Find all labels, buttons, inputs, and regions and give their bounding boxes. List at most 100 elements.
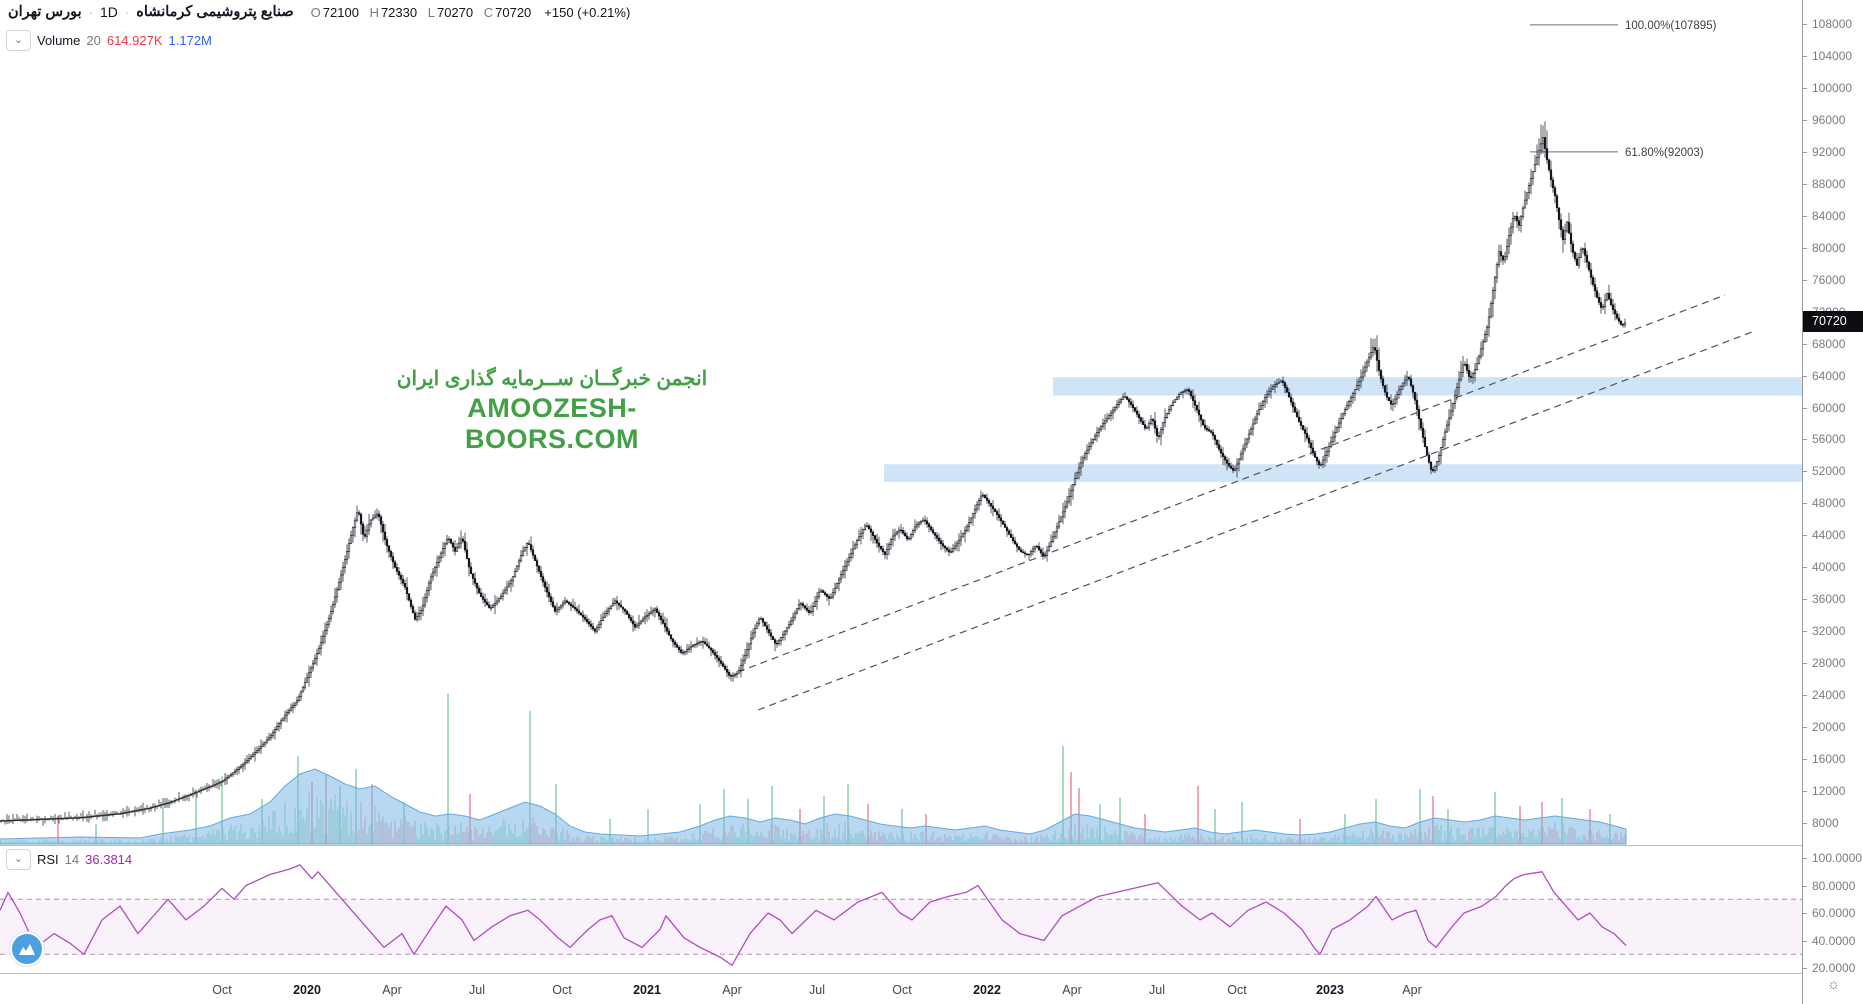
candle-body: [751, 632, 755, 639]
time-axis-month-label[interactable]: Oct: [1227, 983, 1247, 997]
trendline-dashed[interactable]: [737, 294, 1726, 673]
candle-body: [899, 529, 903, 532]
time-axis-month-label[interactable]: Jul: [809, 983, 825, 997]
time-axis-year-label[interactable]: 2020: [293, 983, 321, 997]
candle-body: [1605, 292, 1609, 301]
rsi-indicator-label[interactable]: RSI: [37, 852, 59, 867]
candle-body: [835, 583, 839, 589]
volume-spike-bar: [847, 784, 849, 844]
chevron-down-icon[interactable]: ⌄: [6, 849, 31, 870]
candle-body: [567, 602, 571, 605]
candle-body: [271, 732, 275, 736]
candle-body: [563, 600, 567, 604]
candle-body: [391, 556, 395, 563]
candle-body: [857, 536, 861, 541]
candle-body: [527, 543, 531, 545]
candle-body: [487, 604, 491, 608]
tick-label: 80000: [1812, 240, 1846, 255]
time-axis-month-label[interactable]: Jul: [1149, 983, 1165, 997]
chart-logo-button[interactable]: [10, 932, 44, 966]
candle-body: [1355, 385, 1359, 390]
candle-body: [1055, 526, 1059, 533]
candle-body: [1535, 156, 1539, 165]
candle-body: [1151, 418, 1155, 422]
price-axis[interactable]: ☼ 108000 104000 100000 96000 92000 88000 84000…: [1802, 0, 1863, 1004]
candle-body: [1525, 192, 1529, 201]
candle-body: [931, 529, 935, 534]
tick-label: 40000: [1812, 560, 1846, 575]
time-axis-month-label[interactable]: Oct: [892, 983, 912, 997]
candle-body: [1101, 423, 1105, 427]
candle-body: [1389, 400, 1393, 405]
candle-body: [1555, 195, 1559, 209]
candle-body: [1447, 417, 1451, 426]
candle-body: [483, 599, 487, 603]
candle-body: [561, 602, 565, 606]
tick-mark: [1803, 858, 1807, 859]
candle-body: [503, 589, 507, 594]
candle-body: [191, 793, 195, 795]
time-axis-month-label[interactable]: Apr: [1062, 983, 1082, 997]
candle-body: [1077, 467, 1081, 474]
tick-mark: [1803, 791, 1807, 793]
candle-body: [1529, 178, 1533, 186]
axis-settings-icon[interactable]: ☼: [1826, 976, 1841, 993]
candle-body: [169, 801, 173, 803]
candle-body: [221, 780, 225, 783]
candle-body: [853, 544, 857, 550]
chevron-down-icon[interactable]: ⌄: [6, 30, 31, 51]
trendline-dashed[interactable]: [757, 331, 1753, 711]
tick-label: 28000: [1812, 656, 1846, 671]
candle-body: [1357, 381, 1361, 386]
candle-body: [279, 720, 283, 725]
candle-body: [1117, 401, 1121, 405]
candle-body: [1321, 459, 1325, 465]
rsi-band: [0, 899, 1802, 955]
main-chart-canvas[interactable]: 100.00%(107895) 61.80%(92003): [0, 0, 1802, 1004]
candle-body: [1311, 447, 1315, 454]
time-axis-month-label[interactable]: Apr: [382, 983, 402, 997]
candle-body: [937, 537, 941, 542]
candle-body: [1237, 458, 1241, 465]
candle-body: [1425, 446, 1429, 456]
time-axis-year-label[interactable]: 2021: [633, 983, 661, 997]
time-axis-month-label[interactable]: Jul: [469, 983, 485, 997]
candle-body: [197, 790, 201, 793]
candle-body: [867, 525, 871, 530]
exchange-name[interactable]: بورس تهران: [8, 4, 82, 20]
symbol-name[interactable]: صنایع پتروشیمی کرمانشاه: [136, 4, 294, 20]
volume-indicator-label[interactable]: Volume: [37, 33, 81, 48]
time-axis-year-label[interactable]: 2022: [973, 983, 1001, 997]
tick-mark: [1803, 119, 1807, 121]
time-axis-year-label[interactable]: 2023: [1316, 983, 1344, 997]
candle-body: [1587, 261, 1591, 271]
volume-spike-bar: [1197, 786, 1199, 844]
candle-body: [1141, 420, 1145, 425]
candle-body: [1397, 389, 1401, 395]
time-axis-border: [0, 973, 1863, 974]
time-axis-month-label[interactable]: Apr: [1402, 983, 1422, 997]
candle-body: [447, 538, 451, 541]
candle-body: [999, 517, 1003, 522]
candle-body: [1057, 521, 1061, 528]
candle-body: [1229, 465, 1233, 469]
candle-body: [277, 723, 281, 727]
candle-body: [181, 796, 185, 799]
candle-body: [11, 819, 15, 822]
time-axis-month-label[interactable]: Apr: [722, 983, 742, 997]
candle-body: [971, 513, 975, 519]
timeframe-label[interactable]: 1D: [100, 4, 118, 20]
candle-body: [817, 591, 821, 598]
pane-divider[interactable]: [0, 845, 1863, 846]
symbol-legend[interactable]: بورس تهران · 1D · صنایع پتروشیمی کرمانشا…: [8, 4, 630, 20]
volume-spike-bar: [1419, 789, 1421, 844]
candle-body: [1157, 435, 1161, 437]
candle-body: [745, 649, 749, 656]
candle-body: [201, 789, 205, 791]
candle-body: [833, 587, 837, 593]
time-axis-month-label[interactable]: Oct: [212, 983, 232, 997]
time-axis-month-label[interactable]: Oct: [552, 983, 572, 997]
candle-body: [45, 818, 49, 820]
candle-body: [1365, 361, 1369, 368]
candle-body: [981, 494, 985, 497]
